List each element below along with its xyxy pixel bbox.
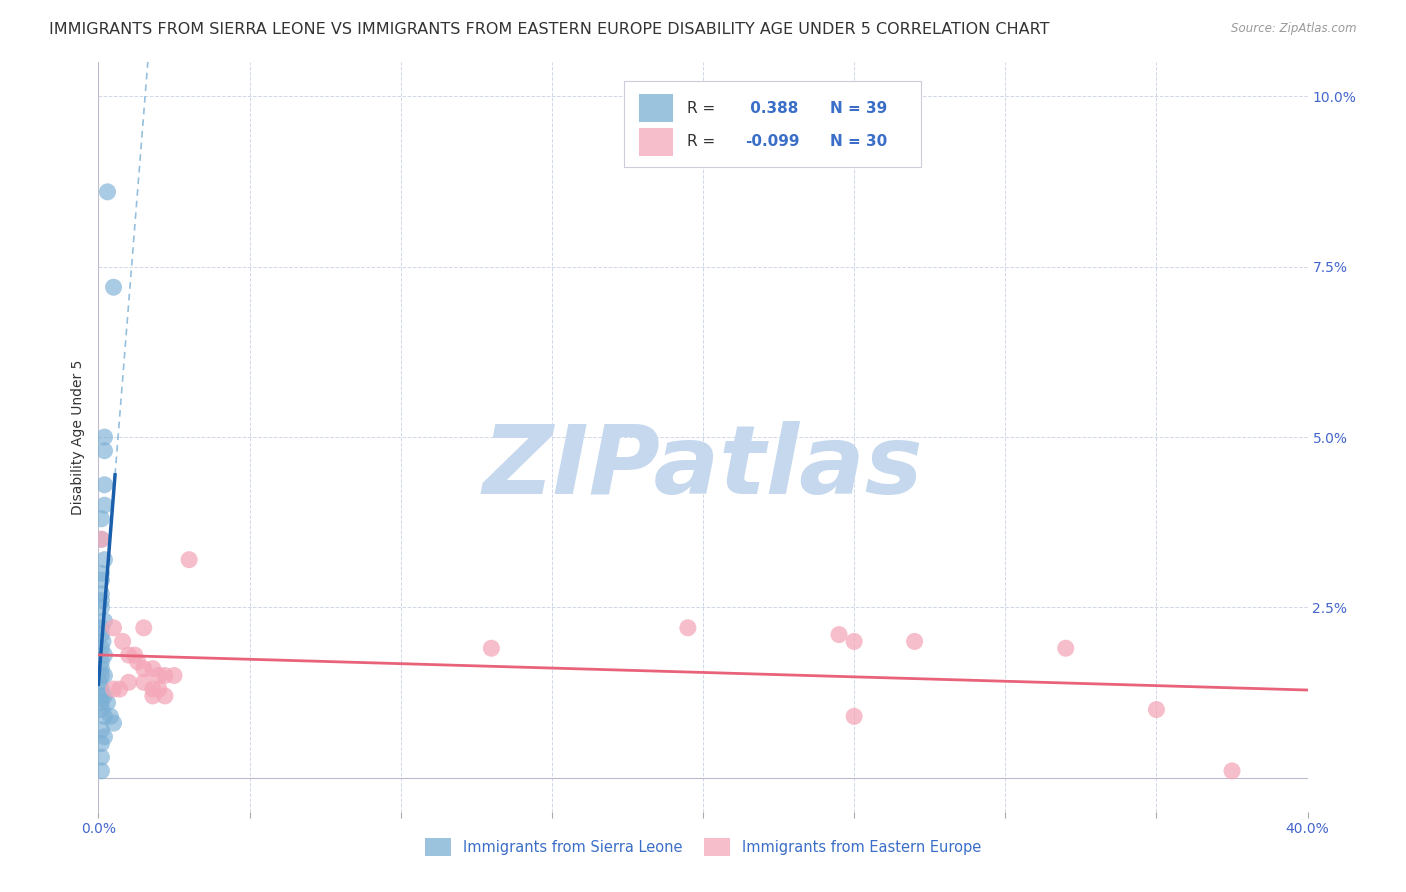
Text: -0.099: -0.099 [745, 134, 800, 149]
Point [103, 621, 125, 635]
Point [90, 696, 112, 710]
Point [142, 689, 165, 703]
Point [93, 552, 115, 566]
Point [93, 498, 115, 512]
Y-axis label: Disability Age Under 5: Disability Age Under 5 [72, 359, 86, 515]
Point [90, 627, 112, 641]
Point [96, 185, 118, 199]
Point [93, 614, 115, 628]
Point [90, 566, 112, 581]
Point [90, 587, 112, 601]
Point [90, 723, 112, 737]
Point [93, 443, 115, 458]
Point [179, 552, 201, 566]
Point [904, 634, 927, 648]
Text: N = 39: N = 39 [830, 101, 887, 116]
Point [90, 512, 112, 526]
Point [96, 696, 118, 710]
Point [93, 730, 115, 744]
Point [1220, 764, 1243, 778]
Text: 0.388: 0.388 [745, 101, 799, 116]
Point [103, 280, 125, 294]
Point [103, 682, 125, 697]
Text: ZIPatlas: ZIPatlas [482, 420, 924, 514]
Point [93, 668, 115, 682]
Text: Source: ZipAtlas.com: Source: ZipAtlas.com [1232, 22, 1357, 36]
Point [103, 716, 125, 731]
Point [132, 662, 155, 676]
FancyBboxPatch shape [624, 81, 921, 168]
Point [93, 689, 115, 703]
Point [90, 702, 112, 716]
Point [93, 477, 115, 491]
Point [111, 634, 134, 648]
Point [163, 668, 186, 682]
Point [90, 668, 112, 682]
Point [90, 764, 112, 778]
Point [132, 675, 155, 690]
FancyBboxPatch shape [638, 128, 673, 156]
Point [90, 533, 112, 547]
Point [1054, 641, 1077, 656]
Point [90, 600, 112, 615]
Point [90, 662, 112, 676]
Point [1144, 702, 1167, 716]
Point [90, 737, 112, 751]
Point [118, 648, 141, 662]
Point [90, 750, 112, 764]
Point [93, 648, 115, 662]
Point [100, 709, 122, 723]
Point [118, 675, 141, 690]
Text: IMMIGRANTS FROM SIERRA LEONE VS IMMIGRANTS FROM EASTERN EUROPE DISABILITY AGE UN: IMMIGRANTS FROM SIERRA LEONE VS IMMIGRAN… [49, 22, 1050, 37]
Point [93, 709, 115, 723]
Point [153, 689, 176, 703]
Point [148, 668, 170, 682]
FancyBboxPatch shape [638, 94, 673, 122]
Point [108, 682, 131, 697]
Point [90, 641, 112, 656]
Point [132, 621, 155, 635]
Point [828, 627, 851, 641]
Point [93, 430, 115, 444]
Point [90, 573, 112, 587]
Point [142, 662, 165, 676]
Point [90, 593, 112, 607]
Point [90, 689, 112, 703]
Point [124, 648, 146, 662]
Point [142, 682, 165, 697]
Point [153, 668, 176, 682]
Point [844, 634, 866, 648]
Point [90, 682, 112, 697]
Point [90, 621, 112, 635]
Point [91, 634, 114, 648]
Legend: Immigrants from Sierra Leone, Immigrants from Eastern Europe: Immigrants from Sierra Leone, Immigrants… [420, 834, 986, 861]
Point [89, 675, 111, 690]
Point [90, 655, 112, 669]
Point [90, 533, 112, 547]
Point [481, 641, 503, 656]
Text: R =: R = [688, 101, 720, 116]
Text: R =: R = [688, 134, 720, 149]
Point [844, 709, 866, 723]
Text: N = 30: N = 30 [830, 134, 887, 149]
Point [127, 655, 149, 669]
Point [148, 682, 170, 697]
Point [676, 621, 699, 635]
